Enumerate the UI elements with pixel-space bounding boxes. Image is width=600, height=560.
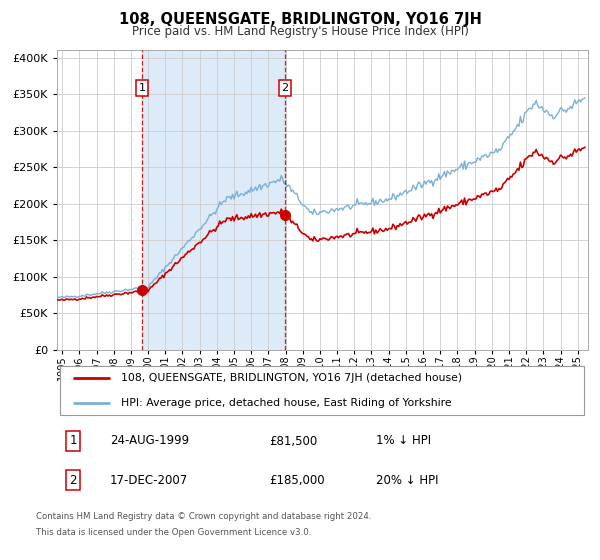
Text: 108, QUEENSGATE, BRIDLINGTON, YO16 7JH (detached house): 108, QUEENSGATE, BRIDLINGTON, YO16 7JH (… [121, 374, 462, 384]
FancyBboxPatch shape [59, 366, 584, 415]
Text: £185,000: £185,000 [269, 474, 325, 487]
Text: £81,500: £81,500 [269, 435, 317, 447]
Text: HPI: Average price, detached house, East Riding of Yorkshire: HPI: Average price, detached house, East… [121, 398, 451, 408]
Text: 2: 2 [69, 474, 77, 487]
Text: 2: 2 [281, 83, 289, 93]
Text: 24-AUG-1999: 24-AUG-1999 [110, 435, 189, 447]
Text: 1: 1 [69, 435, 77, 447]
Text: 20% ↓ HPI: 20% ↓ HPI [376, 474, 438, 487]
Text: 108, QUEENSGATE, BRIDLINGTON, YO16 7JH: 108, QUEENSGATE, BRIDLINGTON, YO16 7JH [119, 12, 481, 27]
Text: Contains HM Land Registry data © Crown copyright and database right 2024.: Contains HM Land Registry data © Crown c… [36, 512, 371, 521]
Text: 1: 1 [139, 83, 145, 93]
Text: Price paid vs. HM Land Registry's House Price Index (HPI): Price paid vs. HM Land Registry's House … [131, 25, 469, 38]
Text: This data is licensed under the Open Government Licence v3.0.: This data is licensed under the Open Gov… [36, 528, 311, 536]
Text: 17-DEC-2007: 17-DEC-2007 [110, 474, 188, 487]
Bar [142, 50, 285, 350]
Text: 1% ↓ HPI: 1% ↓ HPI [376, 435, 431, 447]
